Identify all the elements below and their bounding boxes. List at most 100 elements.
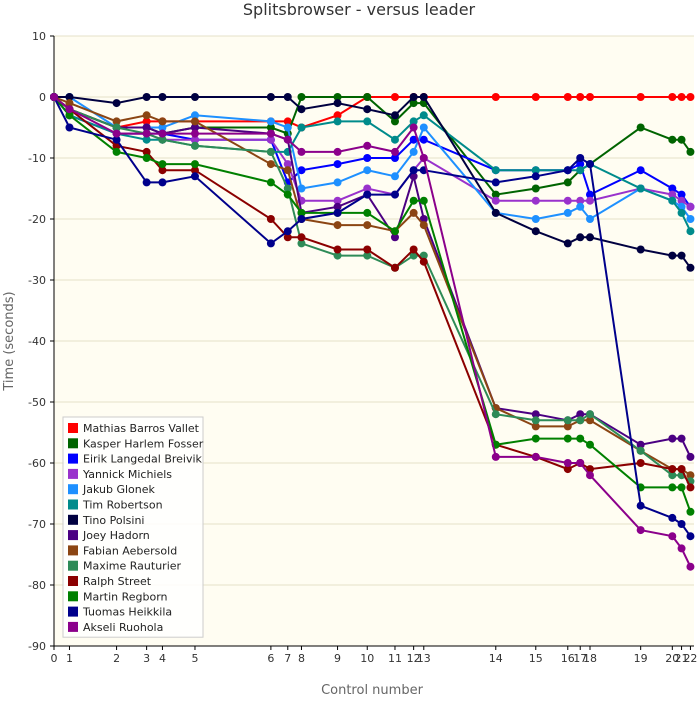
data-point	[576, 196, 585, 205]
data-point	[636, 184, 645, 193]
data-point	[576, 434, 585, 443]
data-point	[363, 166, 372, 175]
data-point	[190, 117, 199, 126]
data-point	[586, 190, 594, 199]
data-point	[586, 410, 594, 419]
data-point	[283, 190, 292, 199]
data-point	[283, 117, 292, 126]
data-point	[419, 221, 428, 230]
data-point	[563, 178, 572, 187]
legend-item: Ralph Street	[68, 575, 152, 588]
data-point	[333, 99, 342, 108]
data-point	[409, 196, 418, 205]
data-point	[297, 184, 306, 193]
data-point	[190, 135, 199, 144]
data-point	[112, 129, 121, 138]
data-point	[158, 160, 167, 169]
data-point	[668, 434, 677, 443]
data-point	[576, 233, 585, 242]
data-point	[190, 111, 199, 120]
data-point	[333, 178, 342, 187]
x-tick-label: 14	[489, 652, 503, 665]
legend-label: Mathias Barros Vallet	[83, 422, 200, 435]
data-point	[390, 227, 399, 236]
legend-item: Jakub Glonek	[68, 483, 156, 496]
legend-label: Martin Regborn	[83, 590, 168, 603]
data-point	[297, 208, 306, 217]
data-point	[563, 196, 572, 205]
data-point	[419, 123, 428, 132]
data-point	[491, 190, 500, 199]
y-tick-label: -30	[28, 274, 46, 287]
data-point	[363, 117, 372, 126]
data-point	[65, 105, 74, 114]
data-point	[142, 129, 151, 138]
legend-item: Tino Polsini	[68, 514, 144, 527]
data-point	[283, 233, 292, 242]
x-tick-label: 7	[284, 652, 291, 665]
data-point	[390, 111, 399, 120]
data-point	[297, 105, 306, 114]
data-point	[576, 166, 585, 175]
legend-label: Tino Polsini	[82, 514, 144, 527]
data-point	[677, 135, 686, 144]
data-point	[158, 129, 167, 138]
data-point	[491, 178, 500, 187]
x-tick-label: 2	[113, 652, 120, 665]
data-point	[668, 93, 677, 101]
data-point	[112, 99, 121, 108]
data-point	[677, 520, 686, 528]
data-point	[531, 166, 540, 175]
data-point	[142, 117, 151, 126]
data-point	[333, 111, 342, 120]
data-point	[142, 154, 151, 162]
data-point	[112, 123, 121, 132]
data-point	[363, 221, 372, 230]
data-point	[677, 465, 686, 474]
data-point	[390, 135, 399, 144]
data-point	[586, 465, 594, 474]
legend-item: Kasper Harlem Fosser	[68, 437, 204, 450]
data-point	[409, 123, 418, 132]
x-tick-label: 13	[417, 652, 431, 665]
legend-item: Akseli Ruohola	[68, 621, 163, 634]
data-point	[297, 93, 306, 101]
x-tick-label: 19	[634, 652, 648, 665]
data-point	[65, 93, 74, 101]
data-point	[142, 147, 151, 156]
data-point	[636, 446, 645, 455]
data-point	[677, 544, 686, 553]
data-point	[333, 208, 342, 217]
legend-label: Tim Robertson	[82, 499, 163, 512]
data-point	[266, 117, 275, 126]
x-tick-label: 6	[267, 652, 274, 665]
legend-swatch	[68, 576, 78, 586]
data-point	[668, 135, 677, 144]
data-point	[586, 471, 594, 480]
data-point	[563, 422, 572, 431]
data-point	[333, 251, 342, 260]
data-point	[266, 123, 275, 132]
data-point	[563, 416, 572, 425]
data-point	[283, 227, 292, 236]
data-point	[283, 123, 292, 132]
data-point	[297, 166, 306, 175]
data-point	[636, 526, 645, 535]
y-tick-label: -60	[28, 457, 46, 470]
data-point	[419, 196, 428, 205]
data-point	[190, 129, 199, 138]
legend-swatch	[68, 621, 78, 632]
legend-label: Eirik Langedal Breivik	[83, 453, 203, 466]
data-point	[563, 459, 572, 467]
legend-label: Ralph Street	[83, 575, 152, 588]
legend-swatch	[68, 591, 78, 602]
data-point	[158, 117, 167, 126]
data-point	[190, 166, 199, 175]
data-point	[636, 501, 645, 510]
data-point	[686, 215, 695, 223]
legend-swatch	[68, 423, 78, 433]
y-axis-ticks: 10 0 -10 -20 -30 -40 -50 -60 -70 -80 -90	[28, 30, 54, 653]
data-point	[142, 93, 151, 101]
data-point	[668, 184, 677, 193]
